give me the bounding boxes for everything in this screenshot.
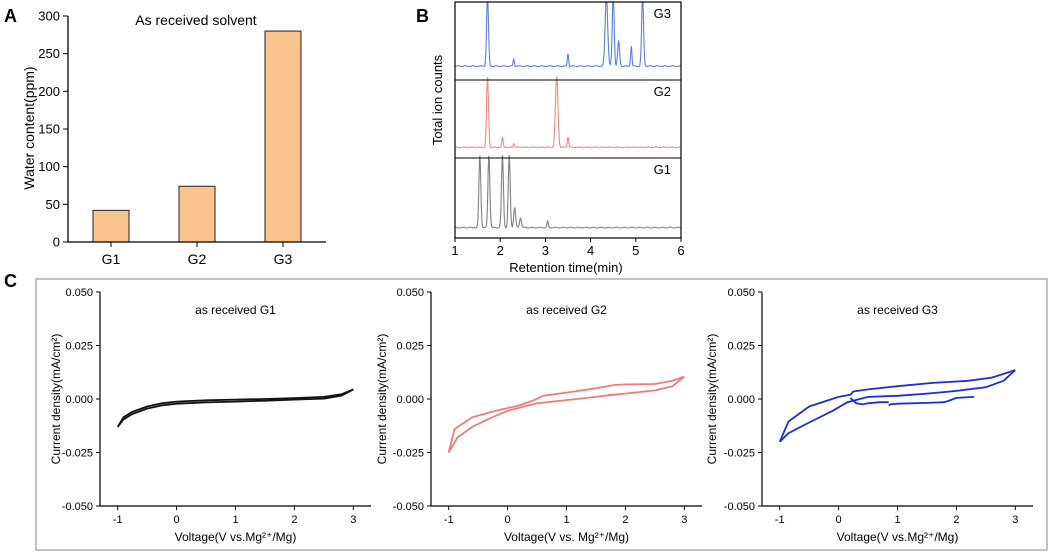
panel-b-chromatograms: Total ion counts Retention time(min) G3 G… <box>430 1 685 275</box>
a-ytick-label: 150 <box>38 122 60 137</box>
c-curve-forward <box>779 369 1016 443</box>
c-xtick-label: 0 <box>836 514 842 526</box>
c-ytick-label: -0.025 <box>724 448 755 460</box>
b-trace-g3 <box>455 2 681 68</box>
a-ytick-label: 300 <box>38 9 60 24</box>
a-ylabel: Water content(ppm) <box>21 66 37 189</box>
c-ytick-label: 0.025 <box>727 341 755 353</box>
a-ytick-label: 200 <box>38 84 60 99</box>
c-ylabel: Current density(mA/cm²) <box>375 334 389 465</box>
c-xtick-label: -1 <box>113 514 123 526</box>
c-curve-reverse <box>778 369 1016 443</box>
panel-label-c: C <box>4 271 17 291</box>
c-curve-step <box>849 397 889 406</box>
c-ytick-label: 0.050 <box>65 287 93 299</box>
c-curve-tail <box>888 396 975 407</box>
c-ytick-label: 0.000 <box>396 394 424 406</box>
a-title: As received solvent <box>135 12 257 28</box>
c-ytick-label: 0.050 <box>727 287 755 299</box>
c-plot-2: 0.050 0.025 0.000 -0.025 -0.050 -1 0 1 2 3 as rece… <box>375 287 702 544</box>
b-xtick-label: 3 <box>542 243 549 258</box>
c-xtick-label: 2 <box>622 514 628 526</box>
c-ytick-label: -0.025 <box>393 448 424 460</box>
panel-label-b: B <box>416 6 429 26</box>
b-plot-frame <box>454 1 682 239</box>
c-xtick-label: 1 <box>563 514 569 526</box>
b-series-label-g1: G1 <box>654 162 671 177</box>
c-curve-forward <box>447 375 685 453</box>
c-plot-1: 0.050 0.025 0.000 -0.025 -0.050 -1 0 1 2 3 as rece… <box>49 287 371 544</box>
c-ytick-label: 0.025 <box>396 341 424 353</box>
c-ytick-label: 0.050 <box>396 287 424 299</box>
a-category-label: G2 <box>188 251 207 267</box>
panel-a-bar-chart: Water content(ppm) As received solvent 0… <box>21 9 326 267</box>
c-curve-forward <box>116 388 354 428</box>
b-series-label-g2: G2 <box>654 84 671 99</box>
c-ytick-label: -0.025 <box>62 448 93 460</box>
c-frame <box>35 278 1048 551</box>
c-title: as received G3 <box>857 303 938 317</box>
b-ylabel: Total ion counts <box>430 54 445 145</box>
a-ytick-label: 0 <box>53 235 60 250</box>
c-xtick-label: -1 <box>775 514 785 526</box>
c-xtick-label: 2 <box>291 514 297 526</box>
a-ytick-label: 100 <box>38 159 60 174</box>
b-xlabel: Retention time(min) <box>509 260 622 275</box>
c-title: as received G1 <box>195 303 276 317</box>
c-xtick-label: 1 <box>232 514 238 526</box>
c-xtick-label: 0 <box>174 514 180 526</box>
b-xtick-label: 5 <box>632 243 639 258</box>
c-xlabel: Voltage(V vs.Mg²⁺/Mg) <box>837 530 959 544</box>
a-bar-g2 <box>178 185 216 243</box>
c-xlabel: Voltage(V vs. Mg²⁺/Mg) <box>504 530 629 544</box>
c-ytick-label: -0.050 <box>62 501 93 513</box>
a-ytick-label: 250 <box>38 46 60 61</box>
c-xtick-label: 3 <box>350 514 356 526</box>
c-curve-reverse <box>447 375 685 453</box>
c-xtick-label: 2 <box>953 514 959 526</box>
c-xtick-label: 3 <box>681 514 687 526</box>
c-ytick-label: -0.050 <box>724 501 755 513</box>
b-series-label-g3: G3 <box>654 6 671 21</box>
b-xtick-label: 6 <box>677 243 684 258</box>
b-xtick-label: 4 <box>587 243 594 258</box>
b-xtick-label: 1 <box>451 243 458 258</box>
a-ytick-label: 50 <box>46 197 60 212</box>
a-bar-g1 <box>92 209 130 243</box>
panel-label-a: A <box>4 6 17 26</box>
c-xtick-label: 3 <box>1012 514 1018 526</box>
c-ytick-label: -0.050 <box>393 501 424 513</box>
c-ylabel: Current density(mA/cm²) <box>705 334 719 465</box>
a-bar-g3 <box>264 30 302 243</box>
c-xtick-label: -1 <box>444 514 454 526</box>
a-category-label: G3 <box>274 251 293 267</box>
panel-c-voltammograms: 0.050 0.025 0.000 -0.025 -0.050 -1 0 1 2 3 as rece… <box>49 287 1033 544</box>
c-curve-reverse <box>116 388 354 428</box>
b-xtick-label: 2 <box>497 243 504 258</box>
c-ylabel: Current density(mA/cm²) <box>49 334 63 465</box>
c-ytick-label: 0.000 <box>65 394 93 406</box>
c-ytick-label: 0.000 <box>727 394 755 406</box>
c-title: as received G2 <box>526 303 607 317</box>
c-xlabel: Voltage(V vs.Mg²⁺/Mg) <box>175 530 297 544</box>
c-xtick-label: 0 <box>505 514 511 526</box>
c-ytick-label: 0.025 <box>65 341 93 353</box>
c-xtick-label: 1 <box>894 514 900 526</box>
b-trace-g1 <box>455 155 681 229</box>
a-category-label: G1 <box>102 251 121 267</box>
c-plot-3: 0.050 0.025 0.000 -0.025 -0.050 -1 0 1 2 3 as rece… <box>705 287 1033 544</box>
b-trace-g2 <box>455 76 681 149</box>
